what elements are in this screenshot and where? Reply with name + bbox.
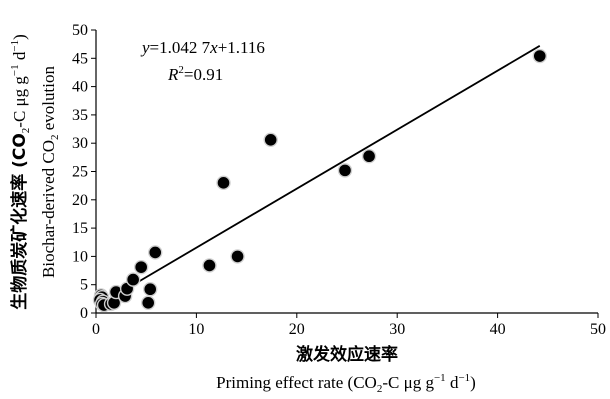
data-point [263, 132, 278, 148]
y-axis-label-cn: 生物质炭矿化速率 (CO2-C μg g−1 d−1) [9, 34, 32, 310]
y-tick-label: 10 [72, 248, 88, 265]
data-point [216, 175, 231, 191]
fit-line-layer [133, 45, 541, 286]
axes: 0 10 20 30 40 50 0 5 10 15 20 25 30 35 40 45 50 [72, 22, 606, 338]
fit-line [133, 45, 541, 286]
x-tick-label: 50 [590, 321, 606, 338]
y-tick-label: 40 [72, 79, 88, 96]
y-tick-label: 25 [72, 164, 88, 181]
data-point [133, 259, 149, 275]
data-point [361, 149, 377, 164]
data-point [202, 258, 217, 273]
data-point [143, 282, 158, 297]
y-tick-label: 0 [80, 305, 88, 322]
y-tick-label: 5 [80, 277, 88, 294]
points-layer [92, 48, 547, 313]
y-tick-label: 50 [72, 22, 88, 39]
y-tick-label: 20 [72, 192, 88, 209]
r-squared: R2=0.91 [167, 64, 223, 84]
y-tick-label: 45 [72, 50, 88, 67]
data-point [337, 163, 353, 178]
data-point [230, 249, 245, 264]
x-tick-label: 0 [92, 321, 100, 338]
data-point [532, 48, 547, 64]
data-point [141, 295, 156, 311]
regression-equation: y=1.042 7x+1.116 [140, 38, 265, 57]
x-axis-label-cn: 激发效应速率 [296, 344, 398, 365]
data-point [125, 272, 141, 287]
x-tick-label: 30 [389, 321, 405, 338]
x-axis-label-en: Priming effect rate (CO2-C μg g−1 d−1) [216, 372, 476, 395]
x-tick-label: 20 [289, 321, 305, 338]
y-tick-label: 15 [72, 220, 88, 237]
y-tick-label: 35 [72, 107, 88, 124]
x-tick-label: 10 [188, 321, 204, 338]
data-point [148, 245, 163, 260]
y-axis-label-en: Biochar-derived CO2 evolution [39, 66, 61, 278]
y-tick-label: 30 [72, 135, 88, 152]
x-tick-label: 40 [490, 321, 506, 338]
